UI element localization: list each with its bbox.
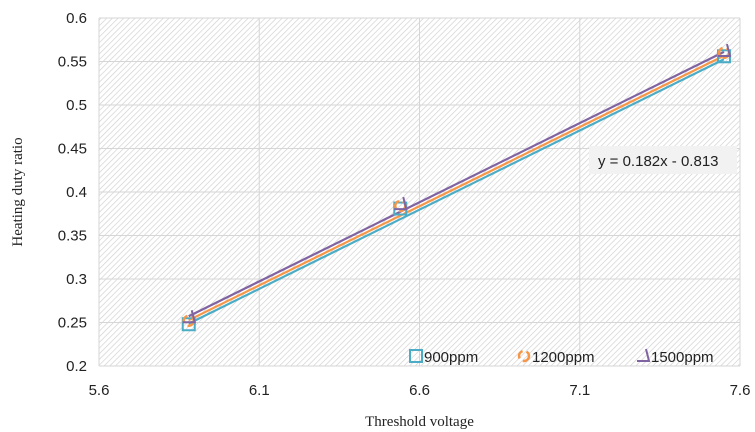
legend: 900ppm 1200ppm 1500ppm xyxy=(409,348,714,366)
y-tick-label: 0.55 xyxy=(58,54,87,71)
x-tick-label: 6.1 xyxy=(249,382,270,399)
legend-marker-1200ppm xyxy=(517,349,531,363)
x-tick-label: 6.6 xyxy=(409,382,430,399)
trendlines xyxy=(188,50,725,325)
y-tick-label: 0.25 xyxy=(58,315,87,332)
point-1500ppm xyxy=(394,196,408,211)
data-points xyxy=(181,43,732,332)
y-tick-label: 0.45 xyxy=(58,141,87,158)
point-1500ppm xyxy=(182,310,197,324)
grid-lines xyxy=(98,17,741,367)
trendline-1200ppm xyxy=(188,54,725,322)
y-axis-ticks: 0.2 0.25 0.3 0.35 0.4 0.45 0.5 0.55 0.6 xyxy=(58,10,87,375)
legend-label: 1200ppm xyxy=(532,349,595,366)
y-tick-label: 0.4 xyxy=(66,184,87,201)
point-900ppm xyxy=(181,317,196,332)
trendline-1500ppm xyxy=(188,50,725,318)
y-tick-label: 0.6 xyxy=(66,10,87,27)
legend-marker-1500ppm xyxy=(637,348,651,362)
equation-label: y = 0.182x - 0.813 xyxy=(598,153,719,170)
legend-label: 1500ppm xyxy=(651,349,714,366)
y-tick-label: 0.5 xyxy=(66,97,87,114)
y-tick-label: 0.3 xyxy=(66,271,87,288)
point-1500ppm xyxy=(717,43,732,58)
trendline-900ppm xyxy=(188,58,725,325)
x-axis-ticks: 5.6 6.1 6.6 7.1 7.6 xyxy=(89,382,751,399)
legend-label: 900ppm xyxy=(424,349,478,366)
equation-box xyxy=(589,146,737,174)
y-axis-title: Heating duty ratio xyxy=(10,137,26,246)
x-axis-title: Threshold voltage xyxy=(365,414,474,430)
x-tick-label: 7.6 xyxy=(730,382,751,399)
y-tick-label: 0.35 xyxy=(58,228,87,245)
trendline-equation: y = 0.182x - 0.813 xyxy=(589,146,737,174)
y-tick-label: 0.2 xyxy=(66,358,87,375)
legend-marker-900ppm xyxy=(409,349,423,363)
x-tick-label: 5.6 xyxy=(89,382,110,399)
x-tick-label: 7.1 xyxy=(569,382,590,399)
